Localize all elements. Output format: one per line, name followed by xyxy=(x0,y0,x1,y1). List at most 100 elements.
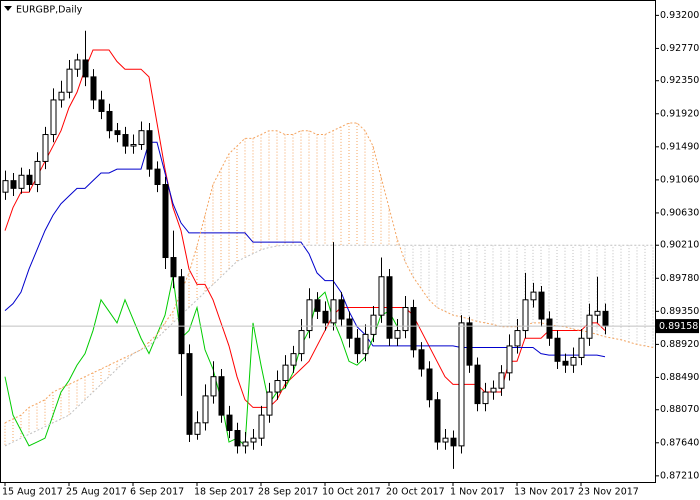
candle-body xyxy=(298,330,305,355)
candle-body xyxy=(162,183,169,259)
candle-body xyxy=(386,276,393,339)
candle-body xyxy=(482,391,489,405)
x-tick-label: 25 Aug 2017 xyxy=(66,487,127,498)
candle-body xyxy=(74,59,81,70)
candle-body xyxy=(434,399,441,443)
candle-body xyxy=(418,349,425,370)
y-tick-label: 0.89780 xyxy=(660,273,699,284)
x-tick-label: 18 Sep 2017 xyxy=(194,487,254,498)
candle-body xyxy=(426,368,433,401)
indicator-line xyxy=(4,244,653,447)
y-tick-label: 0.91920 xyxy=(660,108,699,119)
candle-body xyxy=(306,299,313,332)
candle-body xyxy=(2,180,9,193)
candle-body xyxy=(234,429,241,447)
x-tick-label: 15 Aug 2017 xyxy=(2,487,63,498)
candle-body xyxy=(146,130,153,170)
candle-body xyxy=(330,299,337,324)
candle-body xyxy=(458,322,465,447)
y-tick-label: 0.88490 xyxy=(660,372,699,383)
candle-body xyxy=(370,314,377,335)
candle-body xyxy=(138,130,145,146)
candle-body xyxy=(594,310,601,316)
candle-body xyxy=(194,422,201,435)
x-tick-label: 20 Oct 2017 xyxy=(386,487,445,498)
candle-body xyxy=(242,441,249,447)
candle-body xyxy=(578,337,585,358)
x-tick-label: 10 Oct 2017 xyxy=(322,487,381,498)
candle-body xyxy=(514,330,521,347)
candle-body xyxy=(290,353,297,366)
candle-body xyxy=(362,333,369,355)
plot-area xyxy=(0,30,655,469)
current-price-label: 0.89158 xyxy=(659,321,698,332)
candle-body xyxy=(250,437,257,443)
candle-body xyxy=(26,174,33,185)
candle-body xyxy=(130,144,137,147)
candle-body xyxy=(50,99,57,136)
y-tick-label: 0.87210 xyxy=(660,470,699,481)
y-tick-label: 0.92770 xyxy=(660,43,699,54)
y-tick-label: 0.91060 xyxy=(660,174,699,185)
y-tick-label: 0.91490 xyxy=(660,141,699,152)
candle-body xyxy=(42,134,49,162)
chart-title: EURGBP,Daily xyxy=(16,5,83,16)
candle-body xyxy=(490,387,497,393)
candle-body xyxy=(394,330,401,339)
symbol-marker xyxy=(4,6,12,11)
candle-body xyxy=(442,437,449,443)
candle-body xyxy=(354,337,361,355)
y-tick-label: 0.93200 xyxy=(660,10,699,21)
candle-body xyxy=(10,180,17,189)
y-tick-label: 0.92350 xyxy=(660,75,699,86)
candle-body xyxy=(562,360,569,366)
candle-body xyxy=(98,99,105,112)
x-tick-label: 23 Nov 2017 xyxy=(578,487,639,498)
candle-body xyxy=(210,376,217,397)
candle-body xyxy=(274,380,281,393)
candle-body xyxy=(602,310,609,327)
candle-body xyxy=(226,414,233,431)
candle-body xyxy=(570,356,577,366)
candle-body xyxy=(450,437,457,447)
candle-body xyxy=(186,353,193,435)
candle-body xyxy=(378,276,385,316)
y-tick-label: 0.90630 xyxy=(660,207,699,218)
indicator-line xyxy=(4,141,606,358)
candle-body xyxy=(90,76,97,101)
candle-body xyxy=(266,391,273,416)
candle-body xyxy=(218,376,225,416)
y-tick-label: 0.90210 xyxy=(660,240,699,251)
indicator-line xyxy=(4,122,654,424)
candle-body xyxy=(202,395,209,424)
plot-frame xyxy=(0,0,656,483)
candle-body xyxy=(546,318,553,339)
candle-body xyxy=(338,299,345,320)
candle-body xyxy=(154,168,161,185)
candle-body xyxy=(282,364,289,382)
x-tick-label: 28 Sep 2017 xyxy=(258,487,318,498)
x-tick-label: 6 Sep 2017 xyxy=(130,487,184,498)
candle-body xyxy=(346,318,353,339)
candle-body xyxy=(554,337,561,362)
candle-body xyxy=(522,299,529,332)
y-tick-label: 0.88070 xyxy=(660,404,699,415)
candle-body xyxy=(122,134,129,147)
candle-body xyxy=(314,299,321,312)
indicator-line xyxy=(4,49,606,408)
candle-body xyxy=(170,257,177,278)
y-tick-label: 0.88920 xyxy=(660,339,699,350)
candle-body xyxy=(506,345,513,374)
candle-body xyxy=(18,174,25,189)
candle-body xyxy=(66,68,73,93)
candle-body xyxy=(410,306,417,351)
candle-body xyxy=(58,91,65,101)
candle-body xyxy=(466,322,473,366)
x-tick-label: 1 Nov 2017 xyxy=(450,487,505,498)
candle-body xyxy=(106,110,113,132)
y-tick-label: 0.87640 xyxy=(660,437,699,448)
candle-body xyxy=(258,414,265,439)
